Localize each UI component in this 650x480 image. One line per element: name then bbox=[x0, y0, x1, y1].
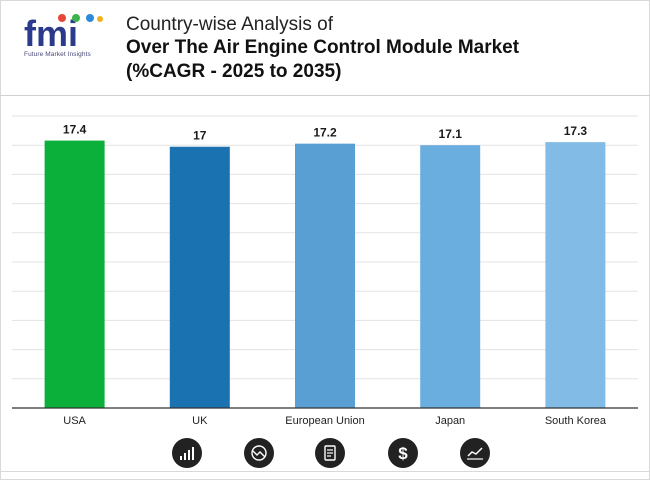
bar-growth-icon bbox=[172, 438, 202, 468]
logo-subtitle: Future Market Insights bbox=[24, 51, 91, 58]
x-tick-label: Japan bbox=[435, 415, 465, 427]
data-label: 17.1 bbox=[439, 127, 463, 141]
x-tick-label: European Union bbox=[285, 415, 365, 427]
bar-south-korea bbox=[545, 142, 606, 408]
dollar-icon: $ bbox=[388, 438, 418, 468]
bar-chart: 17.4 USA 17 UK 17.2 European Union 17.1 Japan 17… bbox=[12, 115, 638, 427]
fmi-logo: fmi bbox=[24, 13, 108, 64]
svg-text:fmi: fmi bbox=[24, 14, 78, 54]
trend-circle-icon bbox=[244, 438, 274, 468]
footer-divider bbox=[0, 471, 650, 472]
header: fmi Future Market Insights Country-wise … bbox=[0, 0, 650, 96]
svg-text:$: $ bbox=[398, 444, 408, 462]
data-label: 17 bbox=[193, 129, 207, 143]
bar-usa bbox=[44, 140, 105, 408]
bar-japan bbox=[420, 145, 481, 408]
data-label: 17.2 bbox=[313, 126, 337, 140]
title-line-2: Over The Air Engine Control Module Marke… bbox=[126, 37, 520, 58]
title-block: Country-wise Analysis of Over The Air En… bbox=[126, 14, 519, 84]
title-line-1: Country-wise Analysis of bbox=[126, 14, 333, 35]
bar-uk bbox=[169, 146, 230, 408]
data-label: 17.4 bbox=[63, 123, 87, 137]
document-icon bbox=[315, 438, 345, 468]
bar-european-union bbox=[295, 143, 355, 409]
chart-area: 17.4 USA 17 UK 17.2 European Union 17.1 Japan 17… bbox=[0, 96, 650, 436]
x-tick-label: UK bbox=[192, 415, 208, 427]
footer-icon-row: $ bbox=[0, 436, 650, 470]
data-label: 17.3 bbox=[564, 124, 588, 138]
line-chart-icon bbox=[460, 438, 490, 468]
x-tick-label: USA bbox=[63, 415, 86, 427]
x-tick-label: South Korea bbox=[545, 415, 607, 427]
title-line-3: (%CAGR - 2025 to 2035) bbox=[126, 61, 342, 82]
